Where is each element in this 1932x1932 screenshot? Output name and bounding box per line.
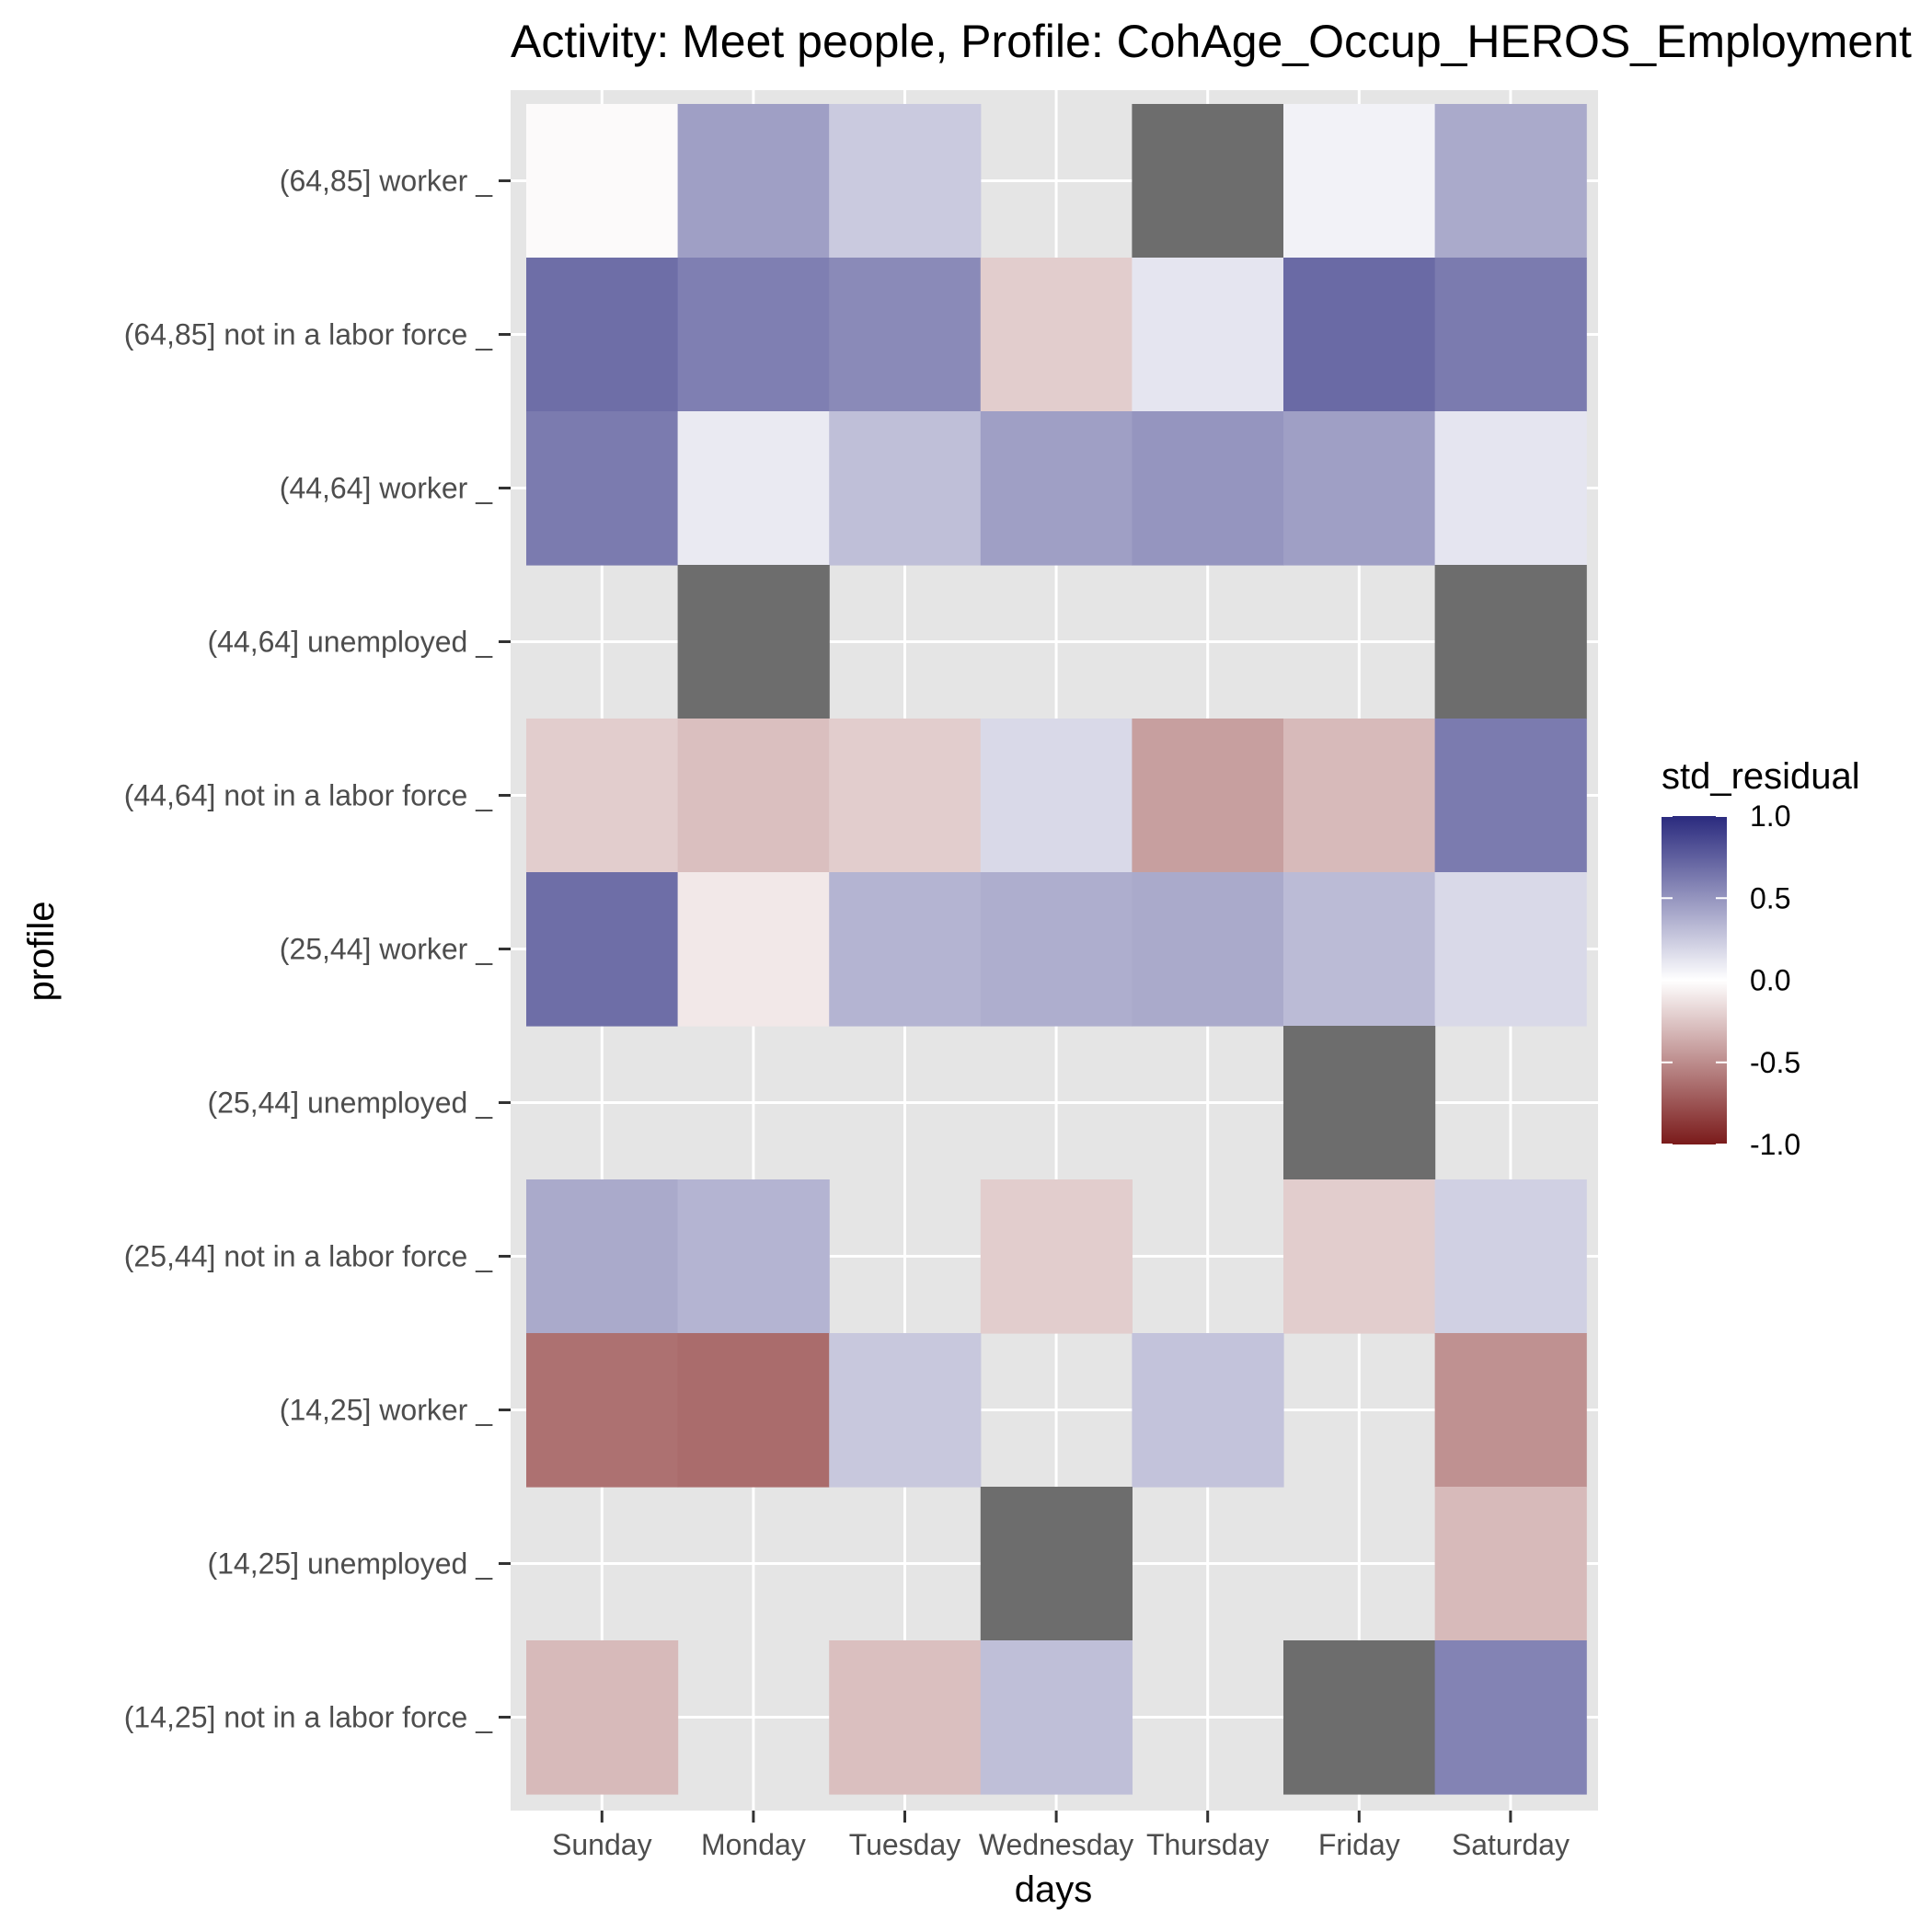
legend-tick-label: 0.0: [1750, 964, 1790, 997]
heatmap-cell: [1283, 1026, 1436, 1180]
legend-tick-label: -0.5: [1750, 1046, 1800, 1079]
heatmap-cell: [1283, 719, 1436, 873]
y-tick-label: (14,25] unemployed _: [207, 1547, 493, 1581]
heatmap-cell: [677, 104, 830, 259]
heatmap-cell: [526, 719, 679, 873]
heatmap-cell: [1434, 258, 1587, 412]
heatmap-cell: [526, 411, 679, 566]
heatmap-cell: [980, 1487, 1133, 1641]
heatmap-cell: [1434, 719, 1587, 873]
y-tick-label: (44,64] unemployed _: [207, 626, 493, 659]
heatmap-cell: [980, 872, 1133, 1027]
y-tick-label: (64,85] worker _: [280, 165, 493, 198]
legend-title: std_residual: [1662, 756, 1860, 797]
chart-title: Activity: Meet people, Profile: CohAge_O…: [511, 16, 1912, 67]
heatmap-cell: [1283, 1640, 1436, 1795]
heatmap-cell: [980, 258, 1133, 412]
heatmap-cell: [1132, 104, 1284, 259]
heatmap-cell: [1434, 872, 1587, 1027]
heatmap-cell: [980, 411, 1133, 566]
heatmap-cell: [677, 872, 830, 1027]
heatmap-cell: [677, 1179, 830, 1334]
heatmap-cell: [1283, 872, 1436, 1027]
x-tick-label: Wednesday: [979, 1828, 1133, 1861]
heatmap-cell: [829, 872, 982, 1027]
x-axis-title: days: [1015, 1869, 1093, 1910]
heatmap-cell: [677, 258, 830, 412]
x-tick-label: Tuesday: [849, 1828, 961, 1861]
legend-tick-label: 1.0: [1750, 799, 1790, 833]
x-tick-label: Friday: [1318, 1828, 1400, 1861]
heatmap-cell: [526, 872, 679, 1027]
heatmap-cell: [1434, 1640, 1587, 1795]
heatmap-cell: [1434, 1487, 1587, 1641]
heatmap-cell: [677, 411, 830, 566]
heatmap-cell: [980, 719, 1133, 873]
y-tick-label: (14,25] worker _: [280, 1394, 493, 1427]
heatmap-cell: [829, 411, 982, 566]
x-tick-label: Thursday: [1146, 1828, 1269, 1861]
heatmap-cell: [1283, 258, 1436, 412]
heatmap-cell: [1132, 411, 1284, 566]
heatmap-cell: [1434, 104, 1587, 259]
heatmap-cell: [829, 104, 982, 259]
y-tick-label: (25,44] unemployed _: [207, 1087, 493, 1120]
legend-tick-label: 0.5: [1750, 881, 1790, 914]
heatmap-cell: [980, 1640, 1133, 1795]
legend-tick-label: -1.0: [1750, 1128, 1800, 1161]
heatmap-cell: [1132, 872, 1284, 1027]
heatmap-cell: [526, 258, 679, 412]
heatmap-cell: [980, 1179, 1133, 1334]
heatmap-cell: [1434, 1333, 1587, 1488]
y-tick-label: (44,64] worker _: [280, 472, 493, 505]
y-tick-label: (64,85] not in a labor force _: [124, 318, 493, 351]
x-tick-label: Saturday: [1452, 1828, 1570, 1861]
heatmap-cell: [526, 104, 679, 259]
x-tick-label: Sunday: [552, 1828, 652, 1861]
y-axis: (64,85] worker _ (64,85] not in a labor f…: [124, 165, 511, 1734]
heatmap-cell: [1434, 1179, 1587, 1334]
legend-ticks: 1.0 0.5 0.0 -0.5 -1.0: [1662, 799, 1800, 1161]
heatmap-cell: [1132, 719, 1284, 873]
heatmap-cell: [829, 1333, 982, 1488]
y-tick-label: (25,44] worker _: [280, 933, 493, 966]
heatmap-cell: [526, 1640, 679, 1795]
heatmap-cell: [1434, 565, 1587, 719]
heatmap-cell: [829, 258, 982, 412]
heatmap-cell: [677, 1333, 830, 1488]
heatmap-cell: [526, 1333, 679, 1488]
heatmap-cell: [1283, 411, 1436, 566]
x-tick-label: Monday: [701, 1828, 806, 1861]
y-tick-label: (44,64] not in a labor force _: [124, 779, 493, 812]
y-axis-title: profile: [21, 902, 62, 1002]
heatmap-cell: [829, 719, 982, 873]
heatmap-cell: [829, 1640, 982, 1795]
heatmap-cell: [1132, 1333, 1284, 1488]
y-tick-label: (25,44] not in a labor force _: [124, 1240, 493, 1273]
heatmap-cell: [1132, 258, 1284, 412]
heatmap-cells: [526, 104, 1587, 1795]
color-legend: std_residual 1.0 0.5 0.0 -0.5 -1.0: [1662, 756, 1860, 1161]
heatmap-cell: [677, 565, 830, 719]
heatmap-cell: [677, 719, 830, 873]
x-axis: Sunday Monday Tuesday Wednesday Thursday Frid…: [552, 1811, 1570, 1861]
heatmap-cell: [1283, 104, 1436, 259]
y-tick-label: (14,25] not in a labor force _: [124, 1701, 493, 1734]
heatmap-cell: [1434, 411, 1587, 566]
heatmap-cell: [526, 1179, 679, 1334]
heatmap-cell: [1283, 1179, 1436, 1334]
